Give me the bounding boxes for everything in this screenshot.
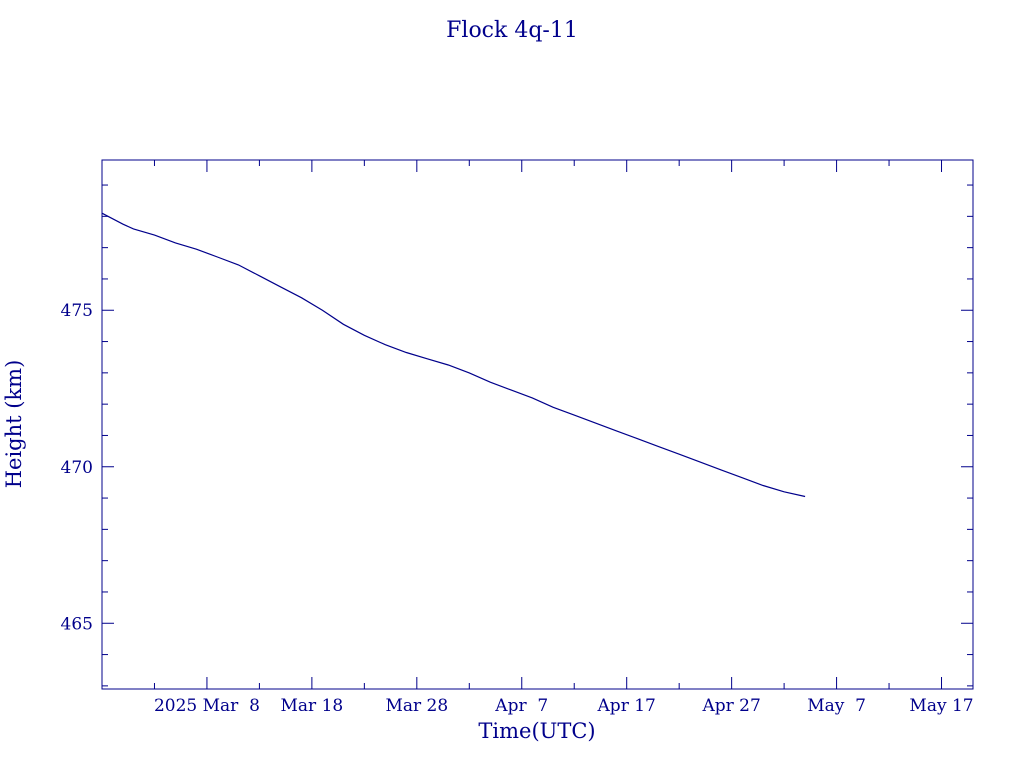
chart-title: Flock 4q-11 bbox=[446, 18, 578, 43]
x-tick-label: May 17 bbox=[909, 696, 973, 716]
y-tick-label: 465 bbox=[61, 614, 93, 634]
x-tick-label: 2025 Mar 8 bbox=[154, 696, 260, 716]
x-axis-label: Time(UTC) bbox=[478, 719, 595, 743]
x-tick-label: Mar 18 bbox=[281, 696, 344, 716]
axis-ticks bbox=[102, 160, 973, 689]
x-tick-label: Apr 27 bbox=[701, 696, 760, 716]
x-tick-label: May 7 bbox=[807, 696, 866, 716]
height-series-line bbox=[101, 212, 806, 498]
axis-tick-labels: 465 470 475 2025 Mar 8 Mar 18 Mar 28 Apr 7 Apr … bbox=[61, 301, 974, 716]
y-tick-label: 470 bbox=[61, 458, 93, 478]
x-tick-label: Apr 17 bbox=[597, 696, 656, 716]
x-tick-label: Apr 7 bbox=[494, 696, 548, 716]
y-tick-label: 475 bbox=[61, 301, 93, 321]
y-axis-label: Height (km) bbox=[2, 360, 26, 489]
plot-frame bbox=[101, 159, 974, 690]
x-tick-label: Mar 28 bbox=[385, 696, 448, 716]
